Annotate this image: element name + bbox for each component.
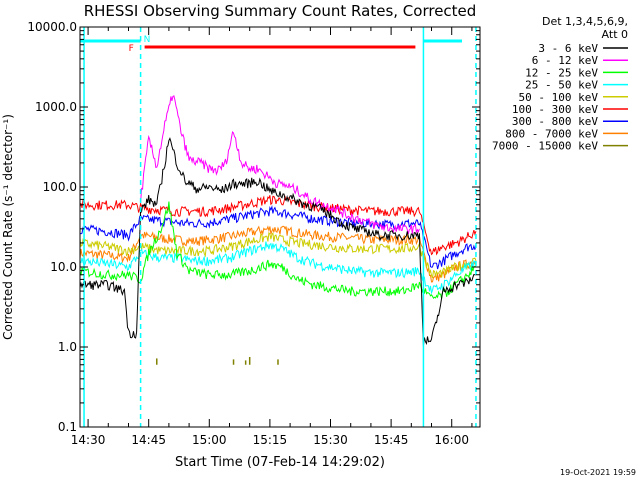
series-layer	[79, 95, 477, 346]
legend-label: 7000 - 15000 keV	[492, 140, 598, 153]
legend-label: 12 - 25 keV	[525, 66, 598, 79]
x-tick-label: 15:15	[253, 433, 288, 447]
legend-label: 3 - 6 keV	[538, 42, 598, 55]
x-tick-label: 15:00	[192, 433, 227, 447]
series-25-to-50kev	[79, 241, 477, 295]
x-tick-label: 14:30	[71, 433, 106, 447]
x-tick-label: 16:00	[434, 433, 469, 447]
y-tick-label: 100.0	[43, 180, 77, 194]
x-tick-label: 14:45	[131, 433, 166, 447]
x-tick-label: 15:30	[313, 433, 348, 447]
series-50-to-100kev	[79, 231, 477, 279]
chart-title: RHESSI Observing Summary Count Rates, Co…	[84, 2, 477, 20]
night-band-1	[423, 27, 480, 427]
y-tick-label: 1.0	[58, 340, 77, 354]
y-axis-label: Corrected Count Rate (s⁻¹ detector⁻¹)	[1, 114, 15, 340]
y-tick-label: 1000.0	[35, 100, 77, 114]
night-band-0	[80, 27, 137, 427]
series-12-to-25kev	[79, 201, 477, 300]
night-bands	[80, 27, 480, 427]
legend-attenuator: Att 0	[602, 28, 628, 41]
vertical-markers	[83, 27, 477, 427]
legend-label: 50 - 100 keV	[519, 91, 599, 104]
x-axis-label: Start Time (07-Feb-14 14:29:02)	[175, 455, 385, 470]
flag-bars: FN	[80, 35, 462, 54]
legend-label: 100 - 300 keV	[512, 103, 598, 116]
legend-label: 25 - 50 keV	[525, 79, 598, 92]
legend-label: 800 - 7000 keV	[505, 127, 598, 140]
series-6-to-12kev	[140, 95, 420, 235]
series-800-to-7000kev	[79, 225, 477, 283]
legend-detectors: Det 1,3,4,5,6,9,	[542, 15, 628, 28]
flare-flag-label: F	[129, 44, 134, 54]
plot-frame	[79, 26, 481, 428]
x-axis: 14:30 14:45 15:00 15:15 15:30 15:45 16:00	[71, 27, 473, 447]
series-3-to-6kev	[79, 137, 476, 346]
series-300-to-800kev	[79, 205, 477, 270]
legend-label: 6 - 12 keV	[532, 54, 599, 67]
high-energy-spikes	[156, 356, 279, 365]
x-tick-label: 15:45	[374, 433, 409, 447]
timestamp: 19-Oct-2021 19:59	[560, 468, 636, 477]
y-tick-label: 10000.0	[27, 20, 77, 34]
y-axis: 0.1 1.0 10.0 100.0 1000.0 10000.0	[27, 20, 480, 434]
y-tick-label: 10.0	[50, 260, 77, 274]
y-tick-label: 0.1	[58, 420, 77, 434]
legend-label: 300 - 800 keV	[512, 115, 598, 128]
night-flag-label: N	[144, 35, 151, 45]
